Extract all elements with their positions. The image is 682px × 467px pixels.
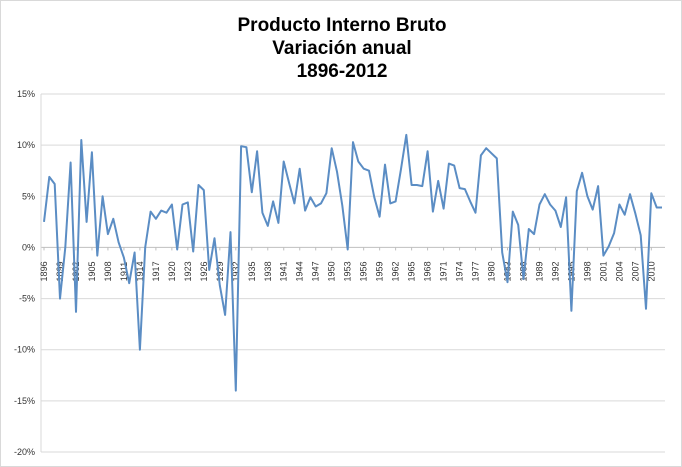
- x-tick-label: 1962: [391, 261, 401, 281]
- x-tick-label: 1989: [534, 261, 544, 281]
- x-tick-label: 1992: [550, 261, 560, 281]
- y-tick-label: 5%: [22, 191, 35, 201]
- x-tick-label: 1938: [263, 261, 273, 281]
- x-tick-label: 1959: [375, 261, 385, 281]
- y-tick-label: -15%: [14, 396, 35, 406]
- x-tick-label: 1971: [439, 261, 449, 281]
- x-tick-label: 2004: [614, 261, 624, 281]
- x-tick-label: 1932: [231, 261, 241, 281]
- x-tick-label: 1947: [311, 261, 321, 281]
- chart-period: 1896-2012: [296, 61, 388, 82]
- x-tick-label: 2007: [630, 261, 640, 281]
- x-tick-label: 1908: [103, 261, 113, 281]
- x-tick-label: 2001: [598, 261, 608, 281]
- x-tick-label: 1902: [71, 261, 81, 281]
- x-tick-label: 1917: [151, 261, 161, 281]
- x-tick-label: 1914: [135, 261, 145, 281]
- y-tick-label: -20%: [14, 447, 35, 457]
- y-tick-label: -10%: [14, 345, 35, 355]
- x-tick-label: 1953: [343, 261, 353, 281]
- x-tick-label: 1965: [407, 261, 417, 281]
- y-tick-label: 10%: [17, 140, 35, 150]
- series-line: [43, 133, 662, 392]
- x-tick-label: 1995: [566, 261, 576, 281]
- x-tick-label: 1956: [359, 261, 369, 281]
- x-tick-label: 1935: [247, 261, 257, 281]
- chart-title: Producto Interno Bruto: [237, 15, 447, 36]
- x-tick-label: 1974: [455, 261, 465, 281]
- x-tick-label: 1899: [55, 261, 65, 281]
- y-tick-label: -5%: [19, 294, 35, 304]
- x-tick-label: 1920: [167, 261, 177, 281]
- x-tick-label: 1929: [215, 261, 225, 281]
- x-tick-label: 1941: [279, 261, 289, 281]
- x-tick-label: 1977: [471, 261, 481, 281]
- x-tick-label: 1896: [39, 261, 49, 281]
- x-tick-label: 1998: [582, 261, 592, 281]
- x-tick-label: 1968: [423, 261, 433, 281]
- x-tick-label: 1944: [295, 261, 305, 281]
- x-tick-label: 1911: [119, 262, 129, 281]
- x-tick-label: 1905: [87, 261, 97, 281]
- chart-subtitle: Variación anual: [272, 38, 412, 59]
- x-tick-label: 1923: [183, 261, 193, 281]
- x-tick-label: 1926: [199, 261, 209, 281]
- x-tick-label: 1950: [327, 261, 337, 281]
- x-tick-label: 2010: [646, 261, 656, 281]
- y-tick-label: 0%: [22, 242, 35, 252]
- x-tick-label: 1980: [487, 261, 497, 281]
- y-tick-label: 15%: [17, 89, 35, 99]
